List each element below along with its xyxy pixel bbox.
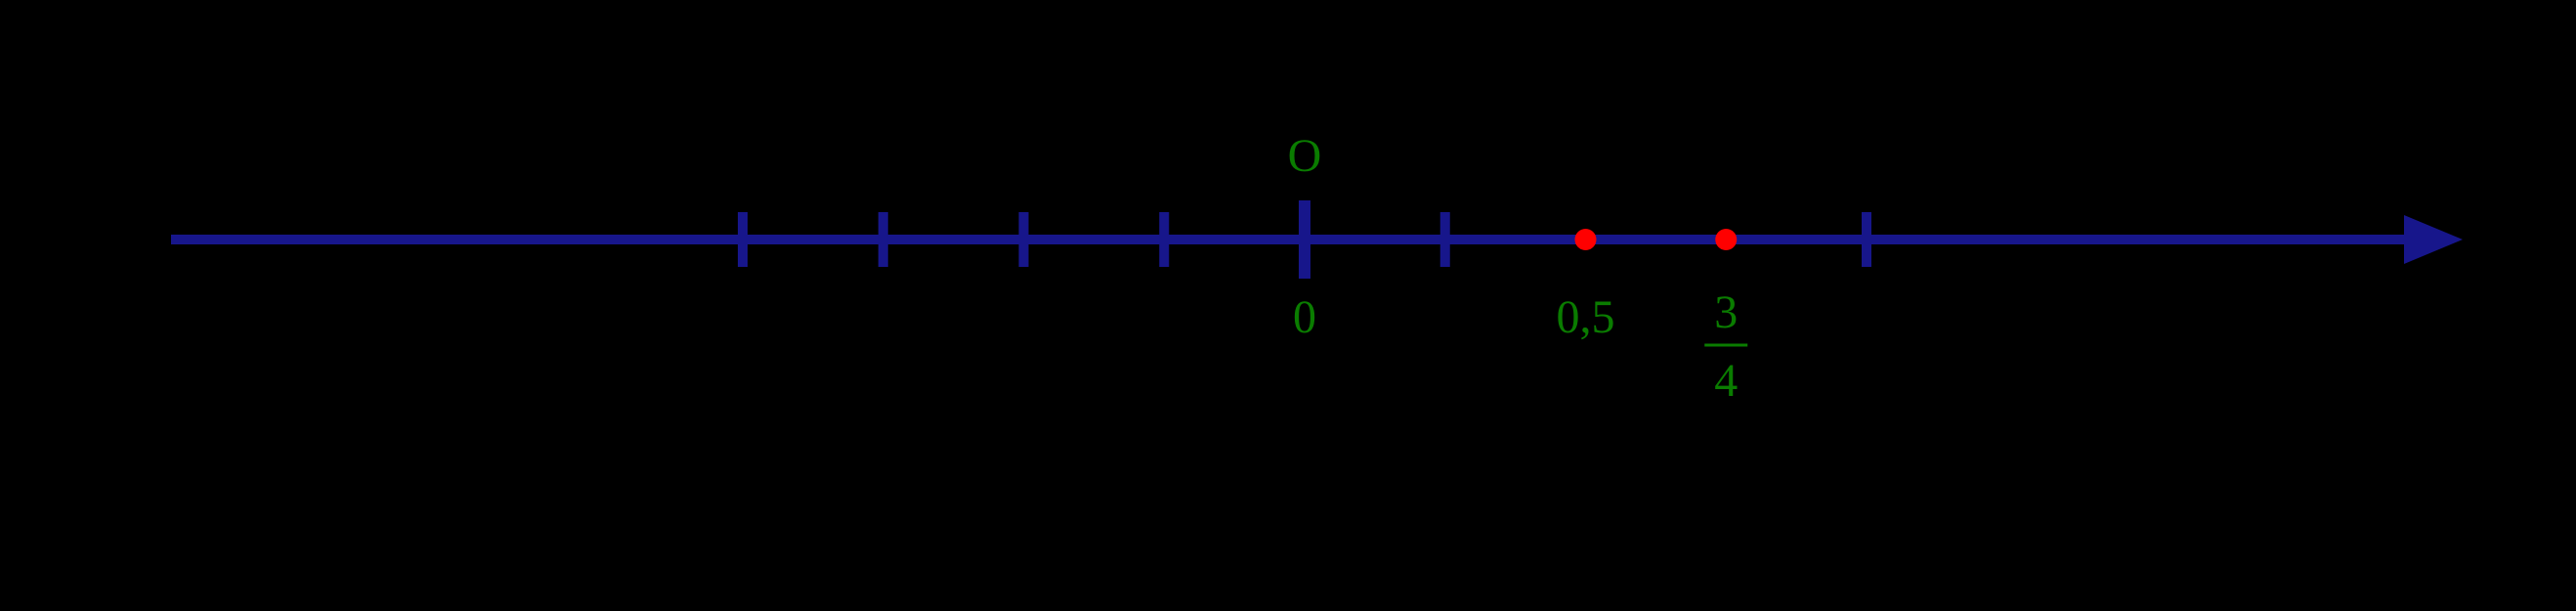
number-line-figure: O 0 0,5 3 4 — [0, 0, 2576, 611]
label-point-0: 0,5 — [1557, 291, 1615, 343]
point-1 — [1715, 229, 1737, 250]
label-origin-bottom: 0 — [1293, 291, 1316, 343]
label-frac-num: 3 — [1714, 286, 1738, 338]
label-frac-den: 4 — [1714, 355, 1738, 407]
point-0 — [1575, 229, 1597, 250]
axis-arrowhead — [2404, 215, 2463, 264]
label-origin-top: O — [1288, 130, 1322, 182]
